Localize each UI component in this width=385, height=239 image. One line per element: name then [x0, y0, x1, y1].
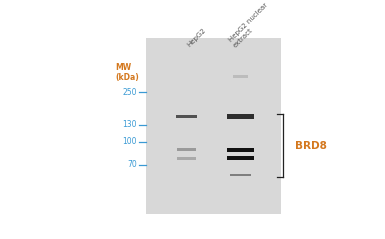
Bar [177, 148, 196, 152]
Bar [177, 157, 196, 160]
Text: MW
(kDa): MW (kDa) [116, 63, 139, 82]
Bar [176, 114, 197, 118]
Bar [146, 38, 281, 214]
Text: 70: 70 [127, 160, 137, 169]
Text: 250: 250 [122, 88, 137, 97]
Text: HepG2 nuclear
extract: HepG2 nuclear extract [228, 2, 274, 48]
Bar [227, 156, 254, 160]
Text: 100: 100 [122, 137, 137, 146]
Text: 130: 130 [122, 120, 137, 129]
Bar [233, 76, 248, 78]
Bar [227, 148, 254, 152]
Text: HepG2: HepG2 [186, 27, 207, 48]
Bar [230, 174, 251, 176]
Bar [227, 114, 254, 119]
Text: BRD8: BRD8 [295, 141, 326, 151]
